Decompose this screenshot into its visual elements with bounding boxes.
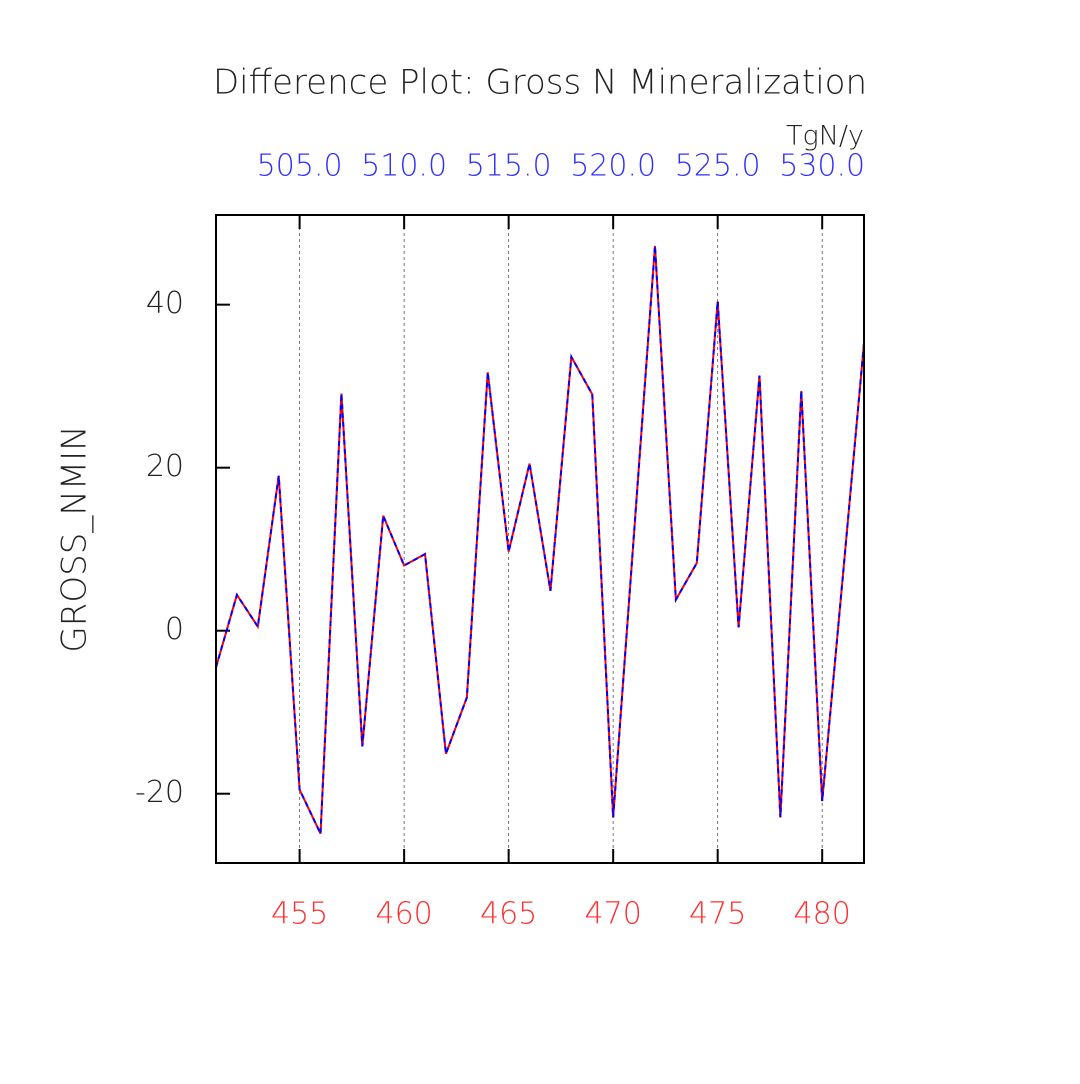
x2-tick-label: 530.0 bbox=[779, 149, 865, 184]
x-tick-label: 475 bbox=[689, 897, 746, 932]
x2-tick-label: 515.0 bbox=[466, 149, 552, 184]
x-tick-label: 480 bbox=[794, 897, 851, 932]
y-tick-label: 40 bbox=[146, 286, 184, 321]
x-tick-label: 470 bbox=[585, 897, 642, 932]
x-tick-label: 455 bbox=[271, 897, 328, 932]
x-tick-label: 460 bbox=[375, 897, 432, 932]
units-label: TgN/y bbox=[786, 121, 864, 152]
data-line bbox=[216, 245, 864, 835]
y-tick-label: -20 bbox=[135, 775, 184, 810]
x2-tick-label: 525.0 bbox=[675, 149, 761, 184]
x2-tick-label: 505.0 bbox=[257, 149, 343, 184]
y-tick-label: 0 bbox=[165, 612, 184, 647]
x2-tick-label: 510.0 bbox=[361, 149, 447, 184]
plot-frame bbox=[215, 214, 865, 864]
chart-title: Difference Plot: Gross N Mineralization bbox=[213, 63, 867, 103]
x2-tick-label: 520.0 bbox=[570, 149, 656, 184]
y-axis-label: GROSS_NMIN bbox=[55, 425, 95, 652]
y-tick-label: 20 bbox=[146, 449, 184, 484]
x-tick-label: 465 bbox=[480, 897, 537, 932]
